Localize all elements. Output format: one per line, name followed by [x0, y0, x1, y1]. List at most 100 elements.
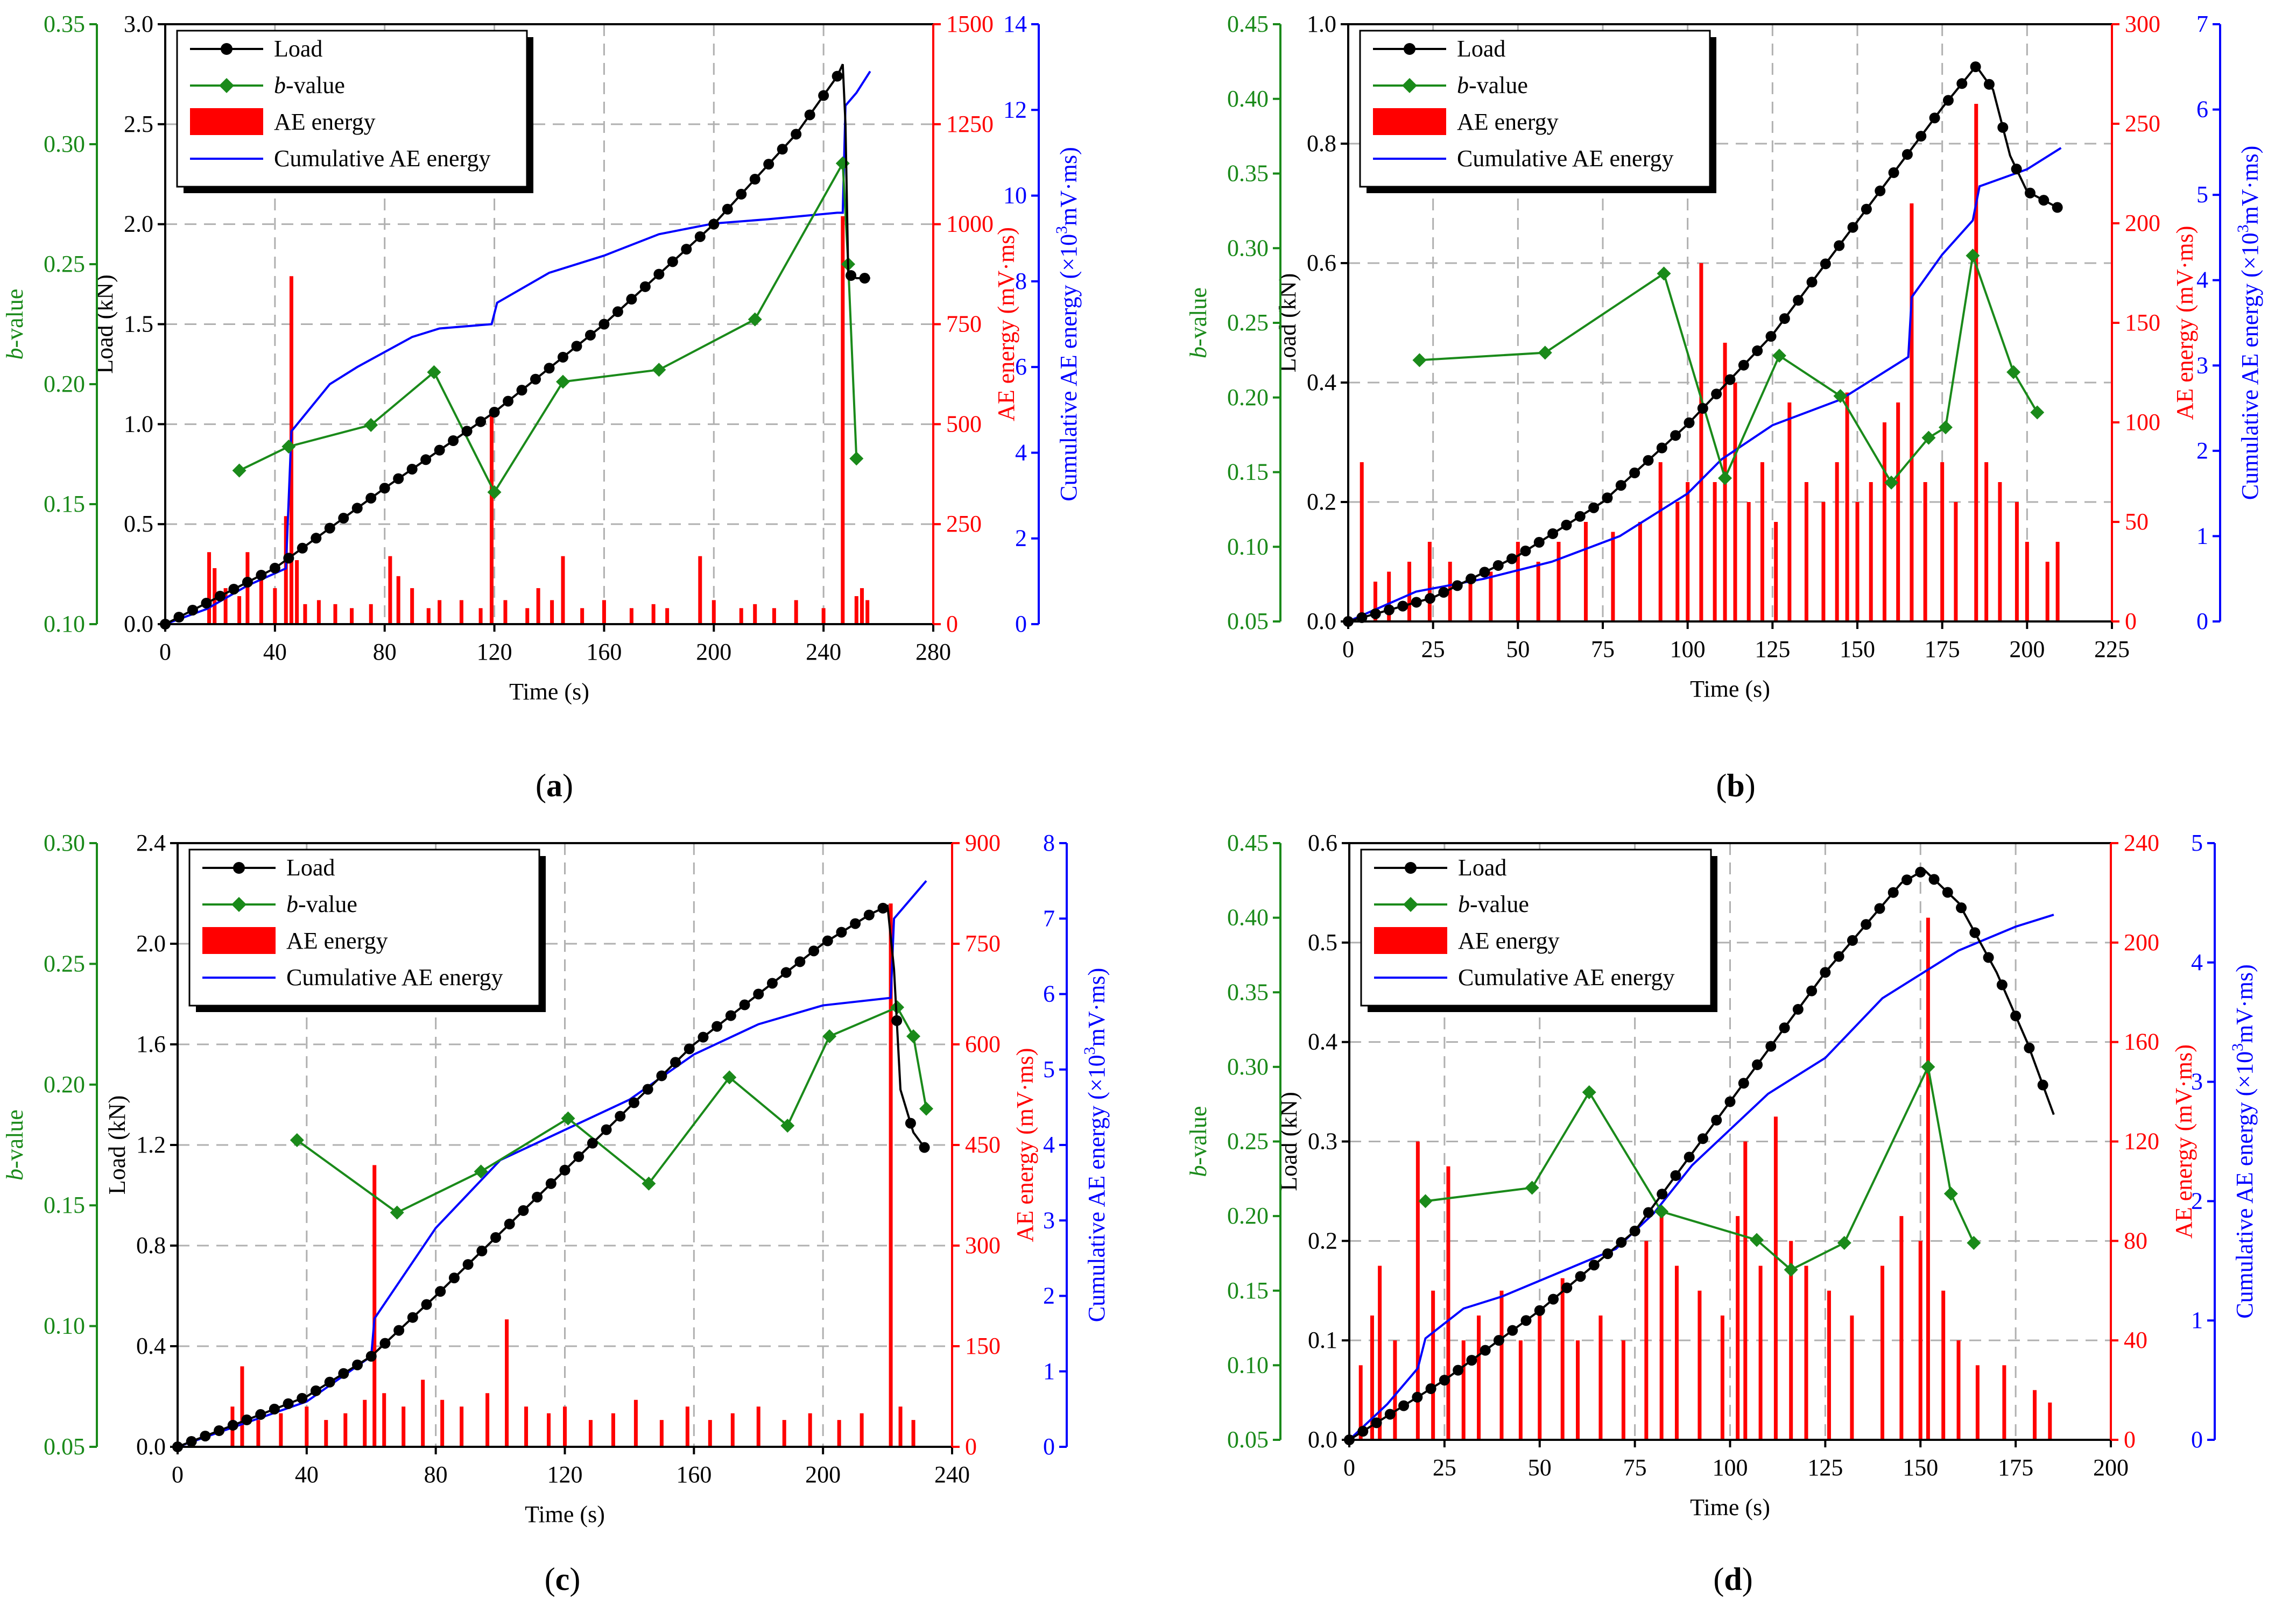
load-point: [324, 1376, 335, 1388]
ae-energy-bar: [1941, 1290, 1946, 1440]
b-value-tick-label: 0.20: [1227, 1203, 1269, 1229]
load-tick-label: 1.0: [1307, 11, 1336, 37]
cumulative-tick-label: 4: [2191, 949, 2203, 975]
load-point: [626, 294, 637, 305]
ae-energy-tick-label: 750: [946, 311, 982, 337]
load-point: [393, 1325, 405, 1336]
ae-energy-tick-label: 80: [2124, 1227, 2147, 1254]
x-tick-label: 100: [1713, 1454, 1748, 1481]
legend-ae-energy-swatch: [1373, 108, 1446, 135]
b-value-point: [1943, 1186, 1958, 1201]
ae-energy-bar: [1998, 482, 2002, 621]
load-point: [1643, 1207, 1654, 1218]
ae-energy-bar: [1956, 1340, 1961, 1440]
load-point: [2011, 164, 2022, 175]
ae-energy-bar: [889, 903, 893, 1447]
load-point: [1453, 1365, 1464, 1376]
ae-energy-bar: [1448, 562, 1452, 621]
load-point: [1861, 203, 1872, 215]
load-point: [407, 1312, 418, 1323]
ae-energy-bar: [629, 608, 633, 624]
load-point: [846, 270, 857, 281]
ae-energy-axis-title: AE energy (mV·ms): [1012, 1048, 1038, 1242]
load-point: [1887, 887, 1899, 898]
ae-energy-bar: [1536, 562, 1540, 621]
load-point: [628, 1097, 639, 1108]
legend-cumulative-label: Cumulative AE energy: [274, 145, 490, 172]
b-value-axis-title: b-value: [2, 1109, 28, 1180]
ae-energy-bar: [1644, 1241, 1649, 1440]
legend-ae-energy-label: AE energy: [1457, 109, 1559, 135]
ae-energy-bar: [505, 1319, 509, 1447]
b-value-point: [555, 374, 570, 389]
x-tick-label: 0: [1342, 636, 1354, 662]
b-value-point: [1750, 1233, 1764, 1247]
load-point: [1820, 258, 1831, 270]
ae-energy-bar: [1370, 1315, 1374, 1440]
load-point: [1697, 1133, 1708, 1144]
load-tick-label: 0.8: [1307, 130, 1336, 157]
ae-energy-bar: [1940, 462, 1945, 621]
load-point: [1711, 388, 1722, 400]
ae-energy-bar: [1393, 1340, 1397, 1440]
ae-energy-bar: [369, 604, 373, 624]
b-value-tick-label: 0.15: [44, 1192, 85, 1218]
ae-energy-bar: [1686, 482, 1690, 621]
ae-energy-tick-label: 120: [2124, 1128, 2159, 1155]
ae-energy-tick-label: 240: [2124, 830, 2159, 856]
load-point: [365, 1351, 377, 1362]
panel-label: (a): [536, 768, 573, 803]
load-point: [1915, 131, 1927, 142]
load-point: [598, 319, 610, 330]
cumulative-tick-label: 4: [1043, 1132, 1055, 1158]
load-point: [639, 281, 651, 292]
load-point: [545, 1178, 557, 1189]
load-point: [311, 533, 322, 544]
b-value-tick-label: 0.15: [44, 491, 85, 517]
ae-energy-bar: [489, 416, 494, 624]
x-tick-label: 160: [676, 1461, 712, 1488]
load-point: [1520, 1315, 1532, 1326]
load-point: [1928, 874, 1940, 885]
load-point: [297, 1392, 308, 1404]
load-tick-label: 3.0: [124, 11, 153, 37]
b-value-tick-label: 0.45: [1227, 830, 1269, 856]
load-tick-label: 0.1: [1308, 1327, 1337, 1353]
ae-energy-tick-label: 300: [2125, 11, 2160, 37]
load-point: [1820, 967, 1831, 978]
panel-label: (c): [545, 1561, 581, 1597]
load-point: [1629, 467, 1640, 478]
b-value-point: [427, 365, 441, 379]
ae-energy-bar: [1659, 1216, 1664, 1440]
load-point: [1997, 122, 2009, 133]
ae-energy-bar: [708, 1420, 712, 1447]
b-value-point: [487, 485, 502, 499]
x-tick-label: 175: [1998, 1454, 2033, 1481]
b-value-point: [652, 363, 666, 377]
b-value-point: [232, 463, 246, 478]
b-value-tick-label: 0.25: [44, 251, 85, 277]
load-point: [777, 144, 788, 155]
ae-energy-bar: [1923, 482, 1927, 621]
load-point: [1602, 492, 1613, 504]
ae-energy-bar: [1378, 1265, 1382, 1440]
load-point: [1492, 560, 1504, 571]
ae-energy-bar: [665, 608, 670, 624]
ae-energy-bar: [1975, 1365, 1980, 1440]
b-value-tick-label: 0.05: [44, 1433, 85, 1460]
load-point: [850, 918, 861, 929]
b-value-point: [1412, 353, 1427, 367]
load-point: [1398, 1400, 1410, 1411]
load-point: [283, 1398, 294, 1409]
b-value-point: [1718, 471, 1732, 485]
legend-load-marker: [1404, 43, 1415, 55]
x-tick-label: 0: [172, 1461, 184, 1488]
ae-energy-bar: [611, 1413, 615, 1447]
x-tick-label: 80: [373, 639, 397, 665]
legend: Load b-value AE energy Cumulative AE energy: [188, 849, 546, 1012]
b-value-point: [1657, 266, 1671, 281]
b-value-tick-label: 0.30: [44, 830, 85, 856]
legend: Load b-value AE energy Cumulative AE energy: [176, 30, 533, 193]
ae-energy-bar: [305, 1406, 309, 1447]
ae-energy-bar: [372, 1165, 377, 1447]
